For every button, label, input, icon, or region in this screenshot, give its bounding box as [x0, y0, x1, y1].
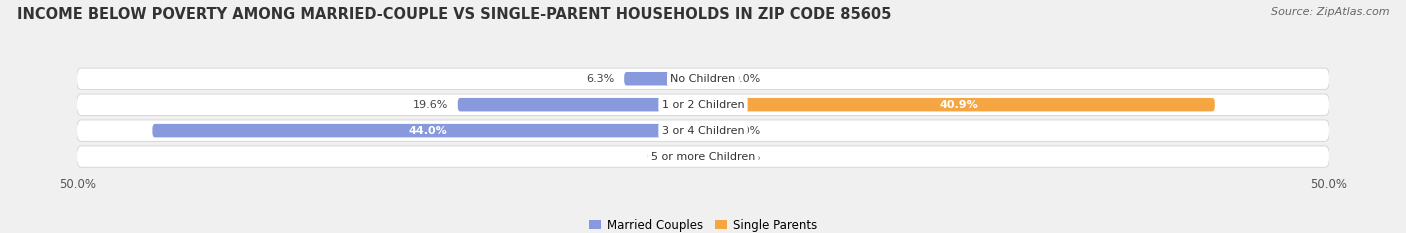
Text: 40.9%: 40.9%	[939, 100, 979, 110]
Text: 0.0%: 0.0%	[645, 152, 675, 162]
FancyBboxPatch shape	[458, 98, 703, 111]
Text: 5 or more Children: 5 or more Children	[651, 152, 755, 162]
FancyBboxPatch shape	[624, 72, 703, 86]
FancyBboxPatch shape	[77, 68, 1329, 89]
Text: 3 or 4 Children: 3 or 4 Children	[662, 126, 744, 136]
Text: 6.3%: 6.3%	[586, 74, 614, 84]
FancyBboxPatch shape	[77, 146, 1329, 167]
Text: Source: ZipAtlas.com: Source: ZipAtlas.com	[1271, 7, 1389, 17]
Text: 0.0%: 0.0%	[731, 74, 761, 84]
FancyBboxPatch shape	[703, 150, 721, 163]
FancyBboxPatch shape	[77, 94, 1329, 115]
FancyBboxPatch shape	[703, 124, 721, 137]
Text: 19.6%: 19.6%	[412, 100, 447, 110]
FancyBboxPatch shape	[152, 124, 703, 137]
Text: No Children: No Children	[671, 74, 735, 84]
Legend: Married Couples, Single Parents: Married Couples, Single Parents	[589, 219, 817, 232]
Text: 0.0%: 0.0%	[731, 126, 761, 136]
Text: 0.0%: 0.0%	[731, 152, 761, 162]
Text: 44.0%: 44.0%	[408, 126, 447, 136]
Text: INCOME BELOW POVERTY AMONG MARRIED-COUPLE VS SINGLE-PARENT HOUSEHOLDS IN ZIP COD: INCOME BELOW POVERTY AMONG MARRIED-COUPL…	[17, 7, 891, 22]
Text: 1 or 2 Children: 1 or 2 Children	[662, 100, 744, 110]
FancyBboxPatch shape	[77, 120, 1329, 141]
FancyBboxPatch shape	[685, 150, 703, 163]
FancyBboxPatch shape	[703, 98, 1215, 111]
FancyBboxPatch shape	[703, 72, 721, 86]
